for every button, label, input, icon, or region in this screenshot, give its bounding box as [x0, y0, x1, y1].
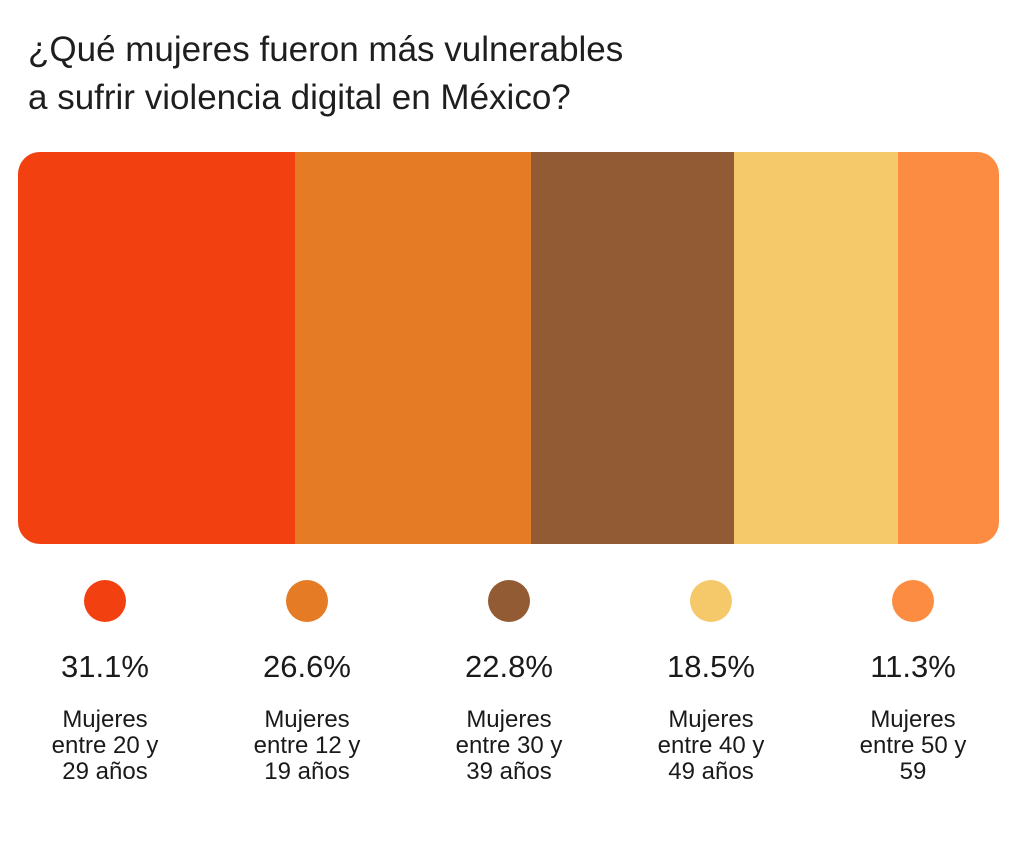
legend-dot: [892, 580, 934, 622]
legend-item-5: 11.3% Mujeres entre 50 y 59: [823, 580, 1003, 785]
legend-label-line: entre 20 y: [51, 732, 159, 759]
legend-label-line: entre 30 y: [455, 732, 563, 759]
legend-value: 11.3%: [870, 649, 956, 684]
legend-item-4: 18.5% Mujeres entre 40 y 49 años: [621, 580, 801, 785]
legend-item-1: 31.1% Mujeres entre 20 y 29 años: [15, 580, 195, 785]
bar-segment-4: [733, 152, 899, 544]
legend-dot: [84, 580, 126, 622]
stacked-bar: [18, 152, 999, 544]
legend-label-line: Mujeres: [264, 706, 350, 733]
chart-title: ¿Qué mujeres fueron más vulnerables a su…: [28, 26, 928, 122]
legend-item-2: 26.6% Mujeres entre 12 y 19 años: [217, 580, 397, 785]
bar-segment-3: [531, 152, 734, 544]
legend-label-line: entre 40 y: [657, 732, 765, 759]
legend-label: Mujeres entre 40 y 49 años: [621, 707, 801, 785]
legend-label: Mujeres entre 12 y 19 años: [217, 707, 397, 785]
chart-title-line-1: ¿Qué mujeres fueron más vulnerables: [28, 30, 624, 69]
legend-dot: [488, 580, 530, 622]
legend-label-line: 49 años: [668, 758, 754, 785]
legend-label-line: 39 años: [466, 758, 552, 785]
bar-segment-1: [18, 152, 295, 544]
bar-segment-2: [294, 152, 532, 544]
legend-label-line: Mujeres: [870, 706, 956, 733]
legend-label-line: entre 12 y: [253, 732, 361, 759]
legend-label-line: 19 años: [264, 758, 350, 785]
chart-title-line-2: a sufrir violencia digital en México?: [28, 78, 571, 117]
legend-label-line: Mujeres: [466, 706, 552, 733]
legend-label-line: 29 años: [62, 758, 148, 785]
legend-label: Mujeres entre 20 y 29 años: [15, 707, 195, 785]
bar-segment-5: [898, 152, 999, 544]
legend-value: 31.1%: [61, 649, 149, 684]
legend-value: 18.5%: [667, 649, 755, 684]
legend-label-line: Mujeres: [62, 706, 148, 733]
legend-label: Mujeres entre 50 y 59: [823, 707, 1003, 785]
legend-label-line: entre 50 y: [859, 732, 967, 759]
legend-dot: [286, 580, 328, 622]
legend: 31.1% Mujeres entre 20 y 29 años 26.6% Mujere…: [0, 580, 1024, 820]
legend-label-line: 59: [899, 758, 927, 785]
legend-value: 26.6%: [263, 649, 351, 684]
legend-value: 22.8%: [465, 649, 553, 684]
legend-label-line: Mujeres: [668, 706, 754, 733]
legend-label: Mujeres entre 30 y 39 años: [419, 707, 599, 785]
legend-dot: [690, 580, 732, 622]
legend-item-3: 22.8% Mujeres entre 30 y 39 años: [419, 580, 599, 785]
